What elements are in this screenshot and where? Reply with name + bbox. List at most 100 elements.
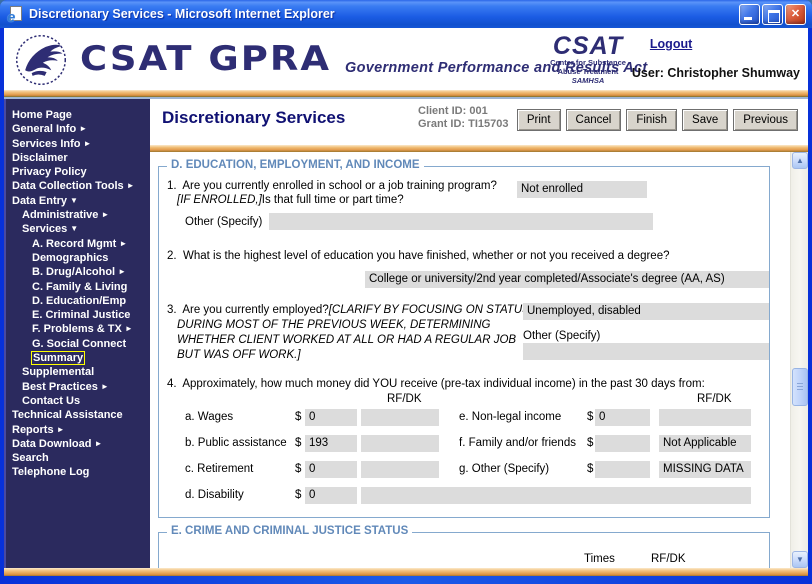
- rfdk-header-right: RF/DK: [697, 393, 732, 405]
- q3-text: 3. Are you currently employed?[CLARIFY B…: [167, 304, 530, 361]
- vertical-scrollbar[interactable]: ▲ ▼: [790, 152, 808, 568]
- previous-button[interactable]: Previous: [733, 109, 798, 131]
- income-row-public-assistance: b. Public assistance $ 193: [185, 435, 439, 452]
- app-header: CSAT GPRA Government Performance and Res…: [4, 28, 808, 90]
- maximize-button[interactable]: [762, 3, 783, 25]
- income-row-non-legal: e. Non-legal income $ 0: [459, 409, 751, 426]
- logout-link[interactable]: Logout: [649, 37, 693, 51]
- sidebar-item-a-record-mgmt[interactable]: A. Record Mgmt ►: [32, 237, 128, 250]
- income-row-wages: a. Wages $ 0: [185, 409, 439, 426]
- submenu-arrow-icon: ►: [118, 267, 127, 277]
- scrollbar-down-button[interactable]: ▼: [792, 551, 808, 568]
- section-e-legend: E. CRIME AND CRIMINAL JUSTICE STATUS: [167, 525, 413, 537]
- public-assistance-amount-field: 193: [305, 435, 357, 452]
- sidebar-item-reports[interactable]: Reports ►: [12, 423, 65, 436]
- dollar-sign: $: [587, 437, 594, 449]
- family-friends-amount-field: [595, 435, 650, 452]
- submenu-expanded-icon: ▼: [70, 224, 79, 234]
- sidebar-item-technical-assistance[interactable]: Technical Assistance: [12, 409, 123, 422]
- sidebar-item-demographics[interactable]: Demographics: [32, 251, 109, 264]
- scrollbar-up-button[interactable]: ▲: [792, 152, 808, 169]
- non-legal-income-rfdk-field: [659, 409, 751, 426]
- non-legal-income-amount-field: 0: [595, 409, 650, 426]
- wages-amount-field: 0: [305, 409, 357, 426]
- sidebar-item-b-drug-alcohol[interactable]: B. Drug/Alcohol ►: [32, 266, 127, 279]
- scrollbar-thumb[interactable]: [792, 368, 808, 406]
- sidebar-item-e-criminal-justice[interactable]: E. Criminal Justice: [32, 309, 131, 322]
- minimize-button[interactable]: [739, 3, 760, 25]
- close-icon: ✕: [790, 7, 801, 20]
- sidebar-item-services-info[interactable]: Services Info ►: [12, 137, 92, 150]
- internet-explorer-icon: e: [7, 5, 24, 25]
- sidebar-item-telephone-log[interactable]: Telephone Log: [12, 466, 90, 479]
- submenu-arrow-icon: ►: [100, 381, 109, 391]
- submenu-arrow-icon: ►: [124, 324, 133, 334]
- dollar-sign: $: [587, 411, 594, 423]
- sidebar-item-general-info[interactable]: General Info ►: [12, 123, 88, 136]
- submenu-arrow-icon: ►: [101, 210, 110, 220]
- header-divider-band: [4, 90, 808, 99]
- sidebar-item-search[interactable]: Search: [12, 452, 49, 465]
- times-header: Times: [584, 553, 615, 565]
- brand-title: CSAT GPRA: [80, 38, 331, 79]
- sidebar-item-g-social-connect[interactable]: G. Social Connect: [32, 337, 127, 350]
- education-level-field: College or university/2nd year completed…: [365, 271, 769, 288]
- q1-other-specify-field: [269, 213, 653, 230]
- q4-text: 4. Approximately, how much money did YOU…: [167, 378, 705, 390]
- minimize-icon: [740, 5, 759, 24]
- submenu-arrow-icon: ►: [56, 424, 65, 434]
- q3-other-label: Other (Specify): [523, 330, 601, 342]
- income-row-retirement: c. Retirement $ 0: [185, 461, 439, 478]
- print-button[interactable]: Print: [516, 109, 561, 131]
- sidebar-item-f-problems-tx[interactable]: F. Problems & TX ►: [32, 323, 133, 336]
- income-row-disability: d. Disability $ 0: [185, 487, 439, 504]
- rfdk-header-left: RF/DK: [387, 393, 422, 405]
- sidebar-nav: Home Page General Info ► Services Info ► D…: [4, 99, 150, 568]
- submenu-expanded-icon: ▼: [70, 195, 78, 205]
- submenu-arrow-icon: ►: [119, 238, 128, 248]
- finish-button[interactable]: Finish: [626, 109, 678, 131]
- page-header: Discretionary Services Client ID: 001 Gr…: [150, 99, 808, 145]
- sidebar-item-data-download[interactable]: Data Download ►: [12, 437, 103, 450]
- q1-other-label: Other (Specify): [185, 216, 263, 228]
- sidebar-item-d-education-emp[interactable]: D. Education/Emp: [32, 294, 127, 307]
- family-friends-rfdk-field: Not Applicable: [659, 435, 751, 452]
- client-id-label: Client ID: 001: [418, 105, 488, 117]
- maximize-icon: [763, 5, 782, 24]
- q1-instruction: [IF ENROLLED,]Is that full time or part …: [177, 194, 404, 206]
- sidebar-item-privacy-policy[interactable]: Privacy Policy: [12, 166, 87, 179]
- sidebar-item-data-entry[interactable]: Data Entry ▼: [12, 194, 78, 207]
- section-e-fieldset: E. CRIME AND CRIMINAL JUSTICE STATUS Tim…: [158, 525, 770, 568]
- income-row-family-friends: f. Family and/or friends $ Not Applicabl…: [459, 435, 751, 452]
- retirement-amount-field: 0: [305, 461, 357, 478]
- save-button[interactable]: Save: [682, 109, 729, 131]
- submenu-arrow-icon: ►: [126, 181, 135, 191]
- sidebar-item-data-collection-tools[interactable]: Data Collection Tools ►: [12, 180, 135, 193]
- sidebar-item-contact-us[interactable]: Contact Us: [22, 394, 81, 407]
- close-button[interactable]: ✕: [785, 3, 806, 25]
- sidebar-item-summary[interactable]: Summary: [30, 351, 86, 366]
- sidebar-item-home-page[interactable]: Home Page: [12, 109, 72, 121]
- q3-other-specify-field: [523, 343, 769, 360]
- sidebar-item-disclaimer[interactable]: Disclaimer: [12, 151, 68, 164]
- sidebar-item-best-practices[interactable]: Best Practices ►: [22, 380, 109, 393]
- cancel-button[interactable]: Cancel: [565, 109, 622, 131]
- income-row-other: g. Other (Specify) $ MISSING DATA: [459, 461, 751, 478]
- dollar-sign: $: [295, 411, 302, 423]
- page-title: Discretionary Services: [162, 108, 346, 127]
- window-titlebar: e Discretionary Services - Microsoft Int…: [0, 0, 812, 28]
- brand-subtitle: Government Performance and Results Act: [344, 60, 648, 76]
- sidebar-item-services[interactable]: Services ▼: [22, 223, 79, 236]
- action-button-bar: Print Cancel Finish Save Previous: [516, 109, 798, 131]
- sidebar-item-c-family-living[interactable]: C. Family & Living: [32, 280, 128, 293]
- other-income-specify-field: [425, 487, 751, 504]
- sidebar-item-supplemental[interactable]: Supplemental: [22, 366, 95, 379]
- sidebar-item-administrative[interactable]: Administrative ►: [22, 209, 110, 222]
- other-income-rfdk-field: MISSING DATA: [659, 461, 751, 478]
- retirement-rfdk-field: [361, 461, 439, 478]
- q2-text: 2. What is the highest level of educatio…: [167, 250, 670, 262]
- hhs-eagle-logo: [15, 34, 67, 86]
- wages-rfdk-field: [361, 409, 439, 426]
- enrollment-status-field: Not enrolled: [517, 181, 647, 198]
